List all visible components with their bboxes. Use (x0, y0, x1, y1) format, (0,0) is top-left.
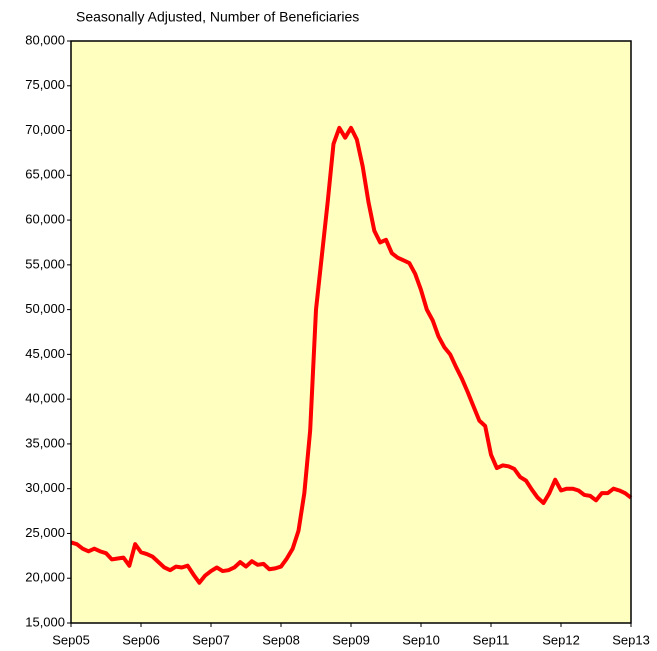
y-tick-label: 25,000 (25, 525, 65, 540)
y-tick-label: 45,000 (25, 346, 65, 361)
x-tick-label: Sep13 (612, 632, 650, 647)
y-tick-label: 60,000 (25, 212, 65, 227)
y-tick-label: 70,000 (25, 122, 65, 137)
y-tick-label: 75,000 (25, 77, 65, 92)
data-line (70, 125, 633, 585)
y-tick-label: 65,000 (25, 167, 65, 182)
x-tick-label: Sep11 (473, 632, 510, 647)
y-tick-label: 15,000 (25, 614, 65, 629)
y-tick-label: 30,000 (25, 480, 65, 495)
x-tick-label: Sep07 (192, 632, 230, 647)
x-tick-label: Sep12 (542, 632, 580, 647)
plot-border (70, 40, 632, 624)
x-tick-label: Sep05 (52, 632, 90, 647)
y-tick-label: 20,000 (25, 570, 65, 585)
y-tick-label: 40,000 (25, 391, 65, 406)
y-tick-label: 55,000 (25, 256, 65, 271)
x-tick-label: Sep10 (402, 632, 440, 647)
plot-area (71, 41, 631, 623)
y-tick-label: 50,000 (25, 301, 65, 316)
chart-title: Seasonally Adjusted, Number of Beneficia… (76, 9, 359, 25)
x-tick-label: Sep08 (262, 632, 300, 647)
y-tick-label: 80,000 (25, 32, 65, 47)
y-tick-label: 35,000 (25, 435, 65, 450)
x-tick-label: Sep06 (122, 632, 160, 647)
x-tick-label: Sep09 (332, 632, 370, 647)
